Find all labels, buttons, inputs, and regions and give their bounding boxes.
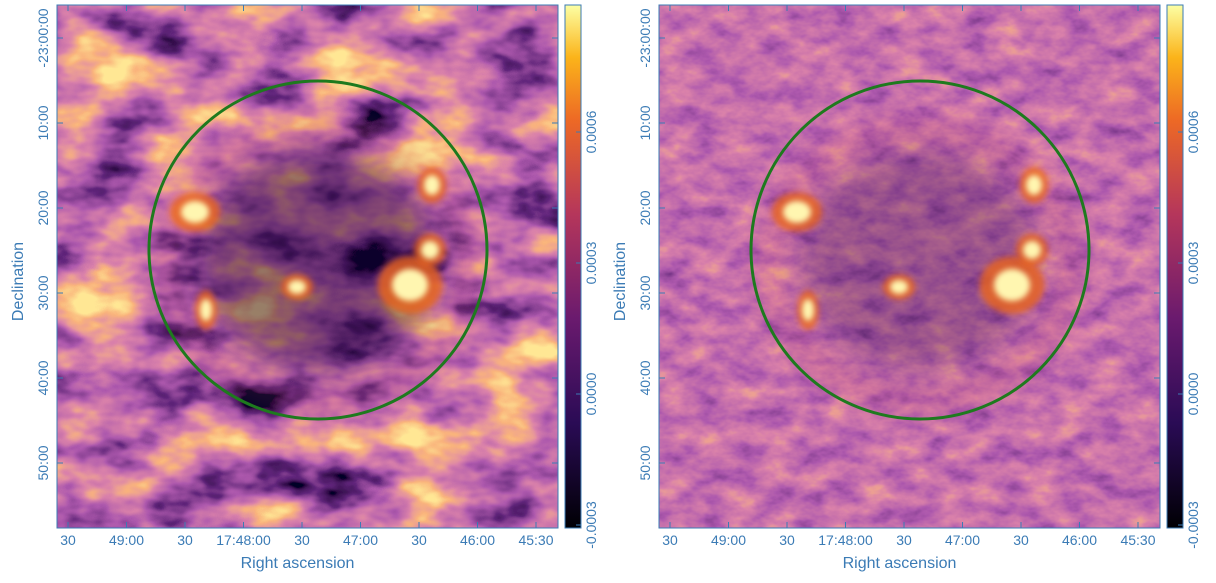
colorbar [565,5,581,528]
y-tick-label: 20:00 [637,190,653,225]
source [392,269,428,301]
source [421,241,439,259]
x-tick-label: 47:00 [343,532,378,548]
colorbar-tick-label: 0.0003 [1185,241,1201,284]
y-tick-label: 40:00 [35,360,51,395]
source [1023,241,1041,259]
x-tick-label: 46:00 [460,532,495,548]
panel: 30 49:00 30 17:48:00 30 47:00 30 46:00 45:30 -23:… [10,5,599,572]
source [994,269,1030,301]
x-tick-label: 30 [294,532,310,548]
x-axis-label: Right ascension [241,555,355,572]
y-tick-label: 30:00 [35,275,51,310]
y-tick-label: 30:00 [637,275,653,310]
y-axis-label: Declination [612,242,629,321]
x-tick-label: 45:30 [518,532,553,548]
source [288,280,306,294]
y-tick-label: 20:00 [35,190,51,225]
y-tick-label: 10:00 [637,105,653,140]
colorbar-tick-label: 0.0003 [583,241,599,284]
source [783,201,811,223]
x-tick-label: 30 [60,532,76,548]
x-tick-label: 30 [779,532,795,548]
colorbar-tick-label: 0.0006 [583,110,599,153]
x-tick-label: 30 [662,532,678,548]
y-tick-label: 50:00 [35,445,51,480]
source [1026,175,1042,195]
colorbar-tick-label: -0.0003 [1185,501,1201,549]
colorbar [1167,5,1183,528]
source [424,175,440,195]
x-tick-label: 17:48:00 [818,532,873,548]
x-tick-label: 30 [1013,532,1029,548]
figure: 30 49:00 30 17:48:00 30 47:00 30 46:00 45:30 -23:… [0,0,1216,578]
colorbar-tick-label: 0.0000 [583,372,599,415]
y-tick-label: -23:00:00 [35,8,51,67]
y-axis-label: Declination [10,242,27,321]
x-tick-label: 46:00 [1062,532,1097,548]
x-tick-label: 45:30 [1120,532,1155,548]
source [802,299,814,321]
y-tick-label: 10:00 [35,105,51,140]
x-tick-label: 17:48:00 [216,532,271,548]
x-tick-label: 30 [896,532,912,548]
source [200,299,212,321]
y-tick-label: -23:00:00 [637,8,653,67]
y-tick-label: 40:00 [637,360,653,395]
x-tick-label: 49:00 [109,532,144,548]
x-axis-label: Right ascension [843,555,957,572]
y-tick-label: 50:00 [637,445,653,480]
panel: 30 49:00 30 17:48:00 30 47:00 30 46:00 45:30 -23:… [612,5,1201,572]
x-tick-label: 30 [177,532,193,548]
source [890,280,908,294]
colorbar-tick-label: 0.0006 [1185,110,1201,153]
x-tick-label: 49:00 [711,532,746,548]
colorbar-tick-label: -0.0003 [583,501,599,549]
x-tick-label: 47:00 [945,532,980,548]
colorbar-tick-label: 0.0000 [1185,372,1201,415]
x-tick-label: 30 [411,532,427,548]
source [181,201,209,223]
